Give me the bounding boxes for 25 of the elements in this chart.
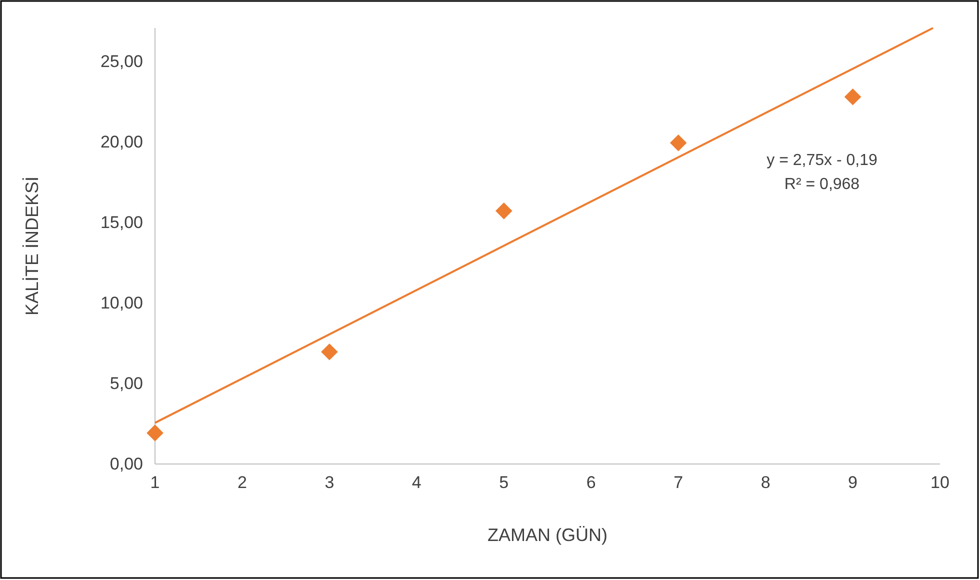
annotation: R² = 0,968 <box>784 176 860 193</box>
x-axis-title: ZAMAN (GÜN) <box>488 525 608 545</box>
y-tick-label: 10,00 <box>100 294 143 313</box>
x-tick-label: 3 <box>324 473 334 492</box>
x-tick-label: 7 <box>674 473 684 492</box>
x-tick-label: 5 <box>499 473 509 492</box>
point <box>670 134 687 152</box>
point <box>495 202 512 220</box>
x-tick-label: 4 <box>412 473 422 492</box>
x-tick-label: 10 <box>930 473 950 492</box>
y-tick-label: 20,00 <box>100 132 143 152</box>
point <box>321 343 338 360</box>
point <box>146 424 164 442</box>
y-tick-label: 15,00 <box>100 213 143 232</box>
y-tick-label: 0,00 <box>110 454 143 474</box>
x-tick-label: 1 <box>150 473 160 492</box>
x-tick-label: 9 <box>848 473 858 492</box>
x-tick-label: 8 <box>760 473 770 492</box>
x-tick-label: 6 <box>586 473 596 492</box>
x-tick-label: 2 <box>237 473 247 492</box>
y-tick-label: 5,00 <box>110 374 143 393</box>
point <box>844 88 862 106</box>
y-axis-title: KALİTE İNDEKSİ <box>22 176 42 316</box>
y-tick-label: 25,00 <box>100 52 143 72</box>
annotation: y = 2,75x - 0,19 <box>766 152 878 169</box>
